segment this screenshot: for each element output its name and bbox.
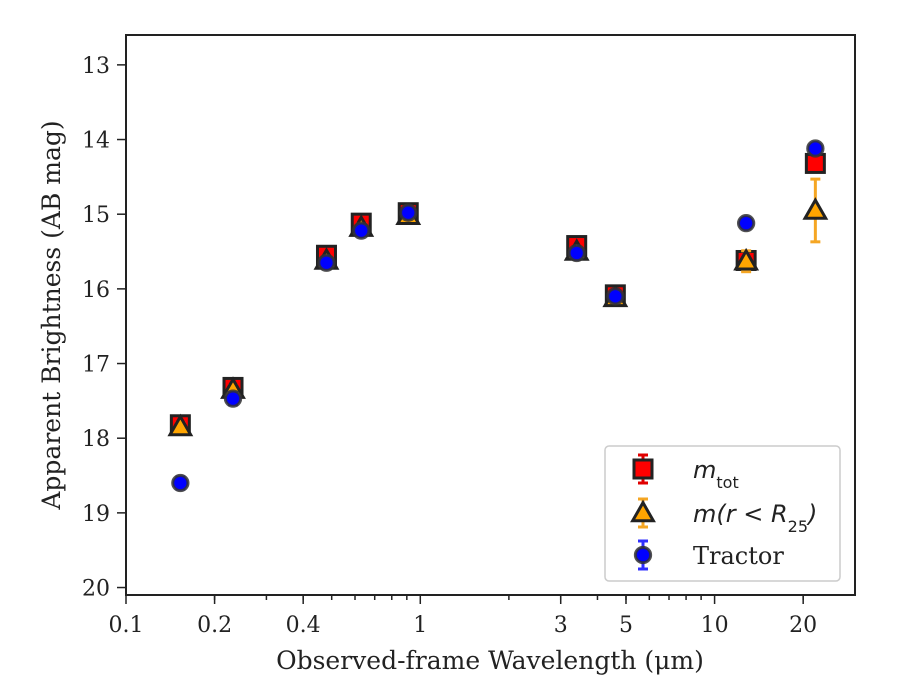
legend: mtot m(r < R25) Tractor — [604, 445, 841, 582]
series-mtot — [169, 152, 826, 436]
x-tick-label: 0.4 — [286, 613, 321, 638]
legend-marker — [630, 499, 656, 523]
data-point — [352, 221, 371, 240]
y-tick-label: 13 — [82, 54, 110, 79]
y-tick-label: 16 — [82, 278, 110, 303]
y-tick-label: 20 — [82, 577, 110, 602]
series-mr25 — [167, 177, 829, 437]
legend-marker — [632, 458, 654, 480]
plot-frame — [125, 34, 856, 596]
legend-item-tractor: Tractor — [633, 539, 784, 571]
data-point — [171, 473, 190, 493]
y-tick-label: 17 — [82, 353, 110, 378]
data-point — [567, 243, 586, 263]
x-tick-label: 3 — [554, 613, 568, 638]
data-point — [733, 247, 760, 271]
y-axis-title: Apparent Brightness (AB mag) — [37, 120, 66, 510]
data-point — [736, 214, 756, 233]
data-point — [399, 203, 418, 222]
x-tick-label: 5 — [619, 613, 633, 638]
data-series — [167, 139, 829, 493]
legend-label: mtot — [693, 456, 739, 492]
y-tick-label: 14 — [82, 129, 110, 154]
data-point — [806, 139, 825, 158]
y-tick-label: 15 — [82, 203, 110, 228]
legend-label: m(r < R25) — [693, 500, 817, 536]
x-tick-label: 0.2 — [197, 613, 232, 638]
data-point — [606, 287, 625, 306]
y-tick-label: 19 — [82, 502, 110, 527]
x-axis-title: Observed-frame Wavelength (μm) — [276, 646, 704, 675]
data-point — [317, 253, 336, 272]
data-point — [802, 197, 829, 220]
x-tick-label: 1 — [413, 613, 427, 638]
series-tractor — [171, 139, 825, 493]
legend-marker — [633, 545, 653, 565]
data-point — [167, 413, 194, 437]
x-tick-label: 10 — [701, 613, 729, 638]
x-tick-label: 20 — [789, 613, 817, 638]
y-tick-label: 18 — [82, 427, 110, 452]
data-point — [223, 389, 243, 408]
legend-item-mr25: m(r < R25) — [630, 497, 817, 536]
x-tick-label: 0.1 — [109, 613, 144, 638]
legend-box — [604, 445, 841, 582]
legend-item-mtot: mtot — [632, 453, 739, 492]
legend-label: Tractor — [693, 542, 784, 570]
